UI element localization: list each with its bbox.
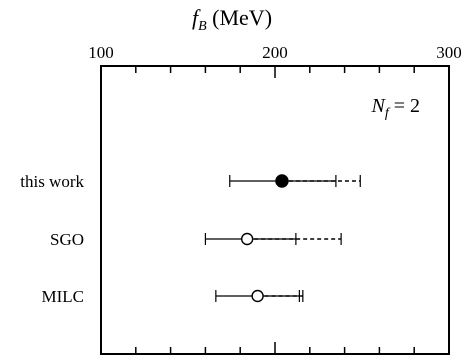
anno-sub: f (385, 106, 391, 121)
x-tick-label-200: 200 (262, 43, 288, 62)
data-rows (204, 174, 361, 303)
chart-title: fB (MeV) (192, 5, 272, 34)
title-rest: (MeV) (207, 5, 272, 30)
anno-rest: = 2 (389, 95, 420, 117)
row-0 (229, 174, 361, 188)
category-label-1: SGO (50, 230, 84, 249)
title-sub: B (198, 19, 207, 34)
x-tick-marks (135, 66, 415, 354)
x-tick-label-300: 300 (436, 43, 462, 62)
point-0 (275, 174, 289, 188)
category-label-0: this work (20, 172, 84, 191)
point-2 (251, 289, 264, 303)
row-2 (215, 289, 304, 303)
category-labels: this work SGO MILC (20, 172, 84, 306)
nf-annotation: Nf = 2 (370, 95, 420, 121)
category-label-2: MILC (42, 287, 85, 306)
x-tick-label-100: 100 (88, 43, 114, 62)
title-main: f (192, 5, 201, 30)
x-tick-labels: 100 200 300 (88, 43, 462, 62)
anno-main: N (370, 95, 386, 117)
point-1 (240, 232, 254, 246)
row-1 (204, 232, 342, 246)
